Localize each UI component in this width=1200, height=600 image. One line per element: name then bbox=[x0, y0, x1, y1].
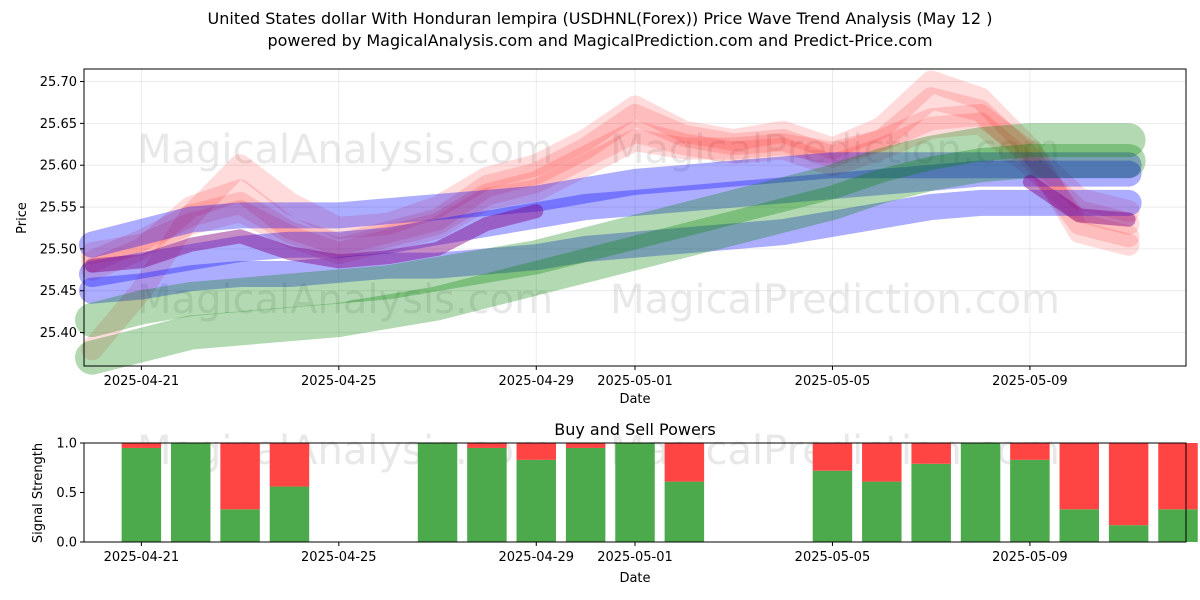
price-series-line-purple bbox=[85, 204, 544, 273]
sell-power-bar bbox=[1059, 443, 1100, 510]
sell-power-bar bbox=[516, 443, 557, 460]
power-x-tick-label: 2025-05-09 bbox=[992, 550, 1068, 565]
buy-power-bar bbox=[812, 470, 853, 542]
watermark-layer: MagicalAnalysis.com MagicalPrediction.co… bbox=[137, 127, 1060, 474]
buy-power-bar bbox=[1010, 459, 1050, 542]
price-series-line-purple bbox=[1022, 174, 1136, 227]
price-x-ticks: 2025-04-21 2025-04-25 2025-04-29 2025-05-01… bbox=[104, 366, 1068, 389]
buy-power-bar bbox=[862, 481, 902, 542]
price-series-line-red bbox=[81, 87, 1140, 281]
price-series-line-red bbox=[81, 112, 1140, 273]
buy-power-bar bbox=[1158, 509, 1198, 542]
price-x-tick-label: 2025-05-05 bbox=[795, 374, 871, 389]
watermark-text: MagicalAnalysis.com bbox=[137, 277, 553, 323]
buy-power-bar bbox=[121, 447, 162, 542]
watermark-text: MagicalPrediction.com bbox=[610, 127, 1060, 173]
price-series-line-red bbox=[81, 104, 1140, 265]
sell-power-bar bbox=[664, 443, 705, 482]
price-y-axis-label: Price bbox=[15, 202, 30, 234]
price-y-tick-label: 25.55 bbox=[40, 201, 77, 216]
buy-power-bar bbox=[565, 447, 606, 542]
price-series-line-green bbox=[75, 144, 1146, 375]
power-y-tick-label: 1.0 bbox=[56, 437, 77, 452]
price-panel: 2025-04-21 2025-04-25 2025-04-29 2025-05-01… bbox=[15, 68, 1187, 407]
power-x-ticks: 2025-04-21 2025-04-25 2025-04-29 2025-05-01… bbox=[104, 542, 1068, 565]
price-series-line-red bbox=[81, 70, 1140, 361]
power-x-tick-label: 2025-04-25 bbox=[301, 550, 377, 565]
buy-power-bar bbox=[911, 463, 951, 542]
sell-power-bar bbox=[1010, 443, 1050, 460]
power-x-axis-label: Date bbox=[619, 571, 650, 586]
buy-power-bar bbox=[1059, 509, 1100, 542]
price-x-tick-label: 2025-05-09 bbox=[992, 374, 1068, 389]
power-panel: 2025-04-21 2025-04-25 2025-04-29 2025-05-01… bbox=[31, 420, 1198, 586]
sell-power-bar bbox=[121, 443, 162, 448]
price-x-axis-label: Date bbox=[619, 392, 650, 407]
power-x-tick-label: 2025-05-05 bbox=[795, 550, 871, 565]
price-y-tick-label: 25.65 bbox=[40, 117, 77, 132]
buy-power-bar bbox=[664, 481, 705, 542]
power-x-tick-label: 2025-04-29 bbox=[498, 550, 574, 565]
buy-power-bar bbox=[960, 443, 1001, 542]
price-series-layer bbox=[75, 70, 1146, 375]
chart-subtitle: powered by MagicalAnalysis.com and Magic… bbox=[267, 31, 933, 50]
price-x-tick-label: 2025-04-21 bbox=[104, 374, 180, 389]
price-series-line-blue bbox=[79, 152, 1142, 258]
power-y-axis-label: Signal Strength bbox=[31, 443, 46, 543]
buy-power-bar bbox=[615, 443, 655, 542]
power-y-tick-label: 0.5 bbox=[56, 486, 77, 501]
price-x-tick-label: 2025-04-29 bbox=[498, 374, 574, 389]
price-x-tick-label: 2025-04-25 bbox=[301, 374, 377, 389]
sell-power-bar bbox=[812, 443, 853, 471]
price-y-tick-label: 25.40 bbox=[40, 326, 77, 341]
buy-power-bar bbox=[516, 459, 557, 542]
sell-power-bar bbox=[911, 443, 951, 464]
price-y-tick-label: 25.50 bbox=[40, 242, 77, 257]
sell-power-bar bbox=[862, 443, 902, 482]
price-y-tick-label: 25.70 bbox=[40, 75, 77, 90]
watermark-text: MagicalAnalysis.com bbox=[137, 127, 553, 173]
sell-power-bar bbox=[565, 443, 606, 448]
power-bars-layer bbox=[121, 443, 1198, 542]
buy-power-bar bbox=[269, 486, 310, 542]
price-grid bbox=[84, 69, 1186, 366]
chart-title: United States dollar With Honduran lempi… bbox=[207, 9, 993, 28]
power-y-tick-label: 0.0 bbox=[56, 536, 77, 551]
price-series-line-blue bbox=[79, 189, 1142, 304]
sell-power-bar bbox=[220, 443, 260, 510]
price-series-line-green bbox=[75, 123, 1146, 337]
buy-power-bar bbox=[170, 443, 211, 542]
watermark-text: MagicalPrediction.com bbox=[610, 277, 1060, 323]
price-series-line-blue bbox=[79, 160, 1142, 287]
sell-power-bar bbox=[269, 443, 310, 487]
power-chart-title: Buy and Sell Powers bbox=[554, 420, 716, 439]
sell-power-bar bbox=[1158, 443, 1198, 510]
buy-power-bar bbox=[417, 443, 458, 542]
price-y-ticks: 25.40 25.45 25.50 25.55 25.60 25.65 25.70 bbox=[40, 75, 84, 341]
buy-power-bar bbox=[220, 509, 260, 542]
buy-power-bar bbox=[467, 447, 507, 542]
sell-power-bar bbox=[1108, 443, 1149, 526]
sell-power-bar bbox=[467, 443, 507, 448]
price-y-tick-label: 25.45 bbox=[40, 284, 77, 299]
power-x-tick-label: 2025-05-01 bbox=[597, 550, 673, 565]
power-x-tick-label: 2025-04-21 bbox=[104, 550, 180, 565]
price-y-tick-label: 25.60 bbox=[40, 159, 77, 174]
buy-power-bar bbox=[1108, 525, 1149, 542]
power-y-ticks: 0.0 0.5 1.0 bbox=[56, 437, 84, 551]
price-x-tick-label: 2025-05-01 bbox=[597, 374, 673, 389]
